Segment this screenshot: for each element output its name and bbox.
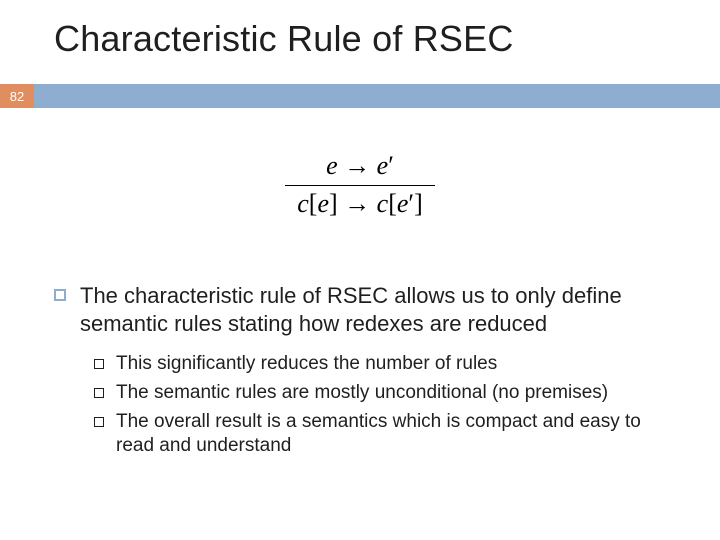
bullet-main-text: The characteristic rule of RSEC allows u… <box>80 282 684 338</box>
square-bullet-icon <box>94 388 104 398</box>
body-content: The characteristic rule of RSEC allows u… <box>54 282 684 463</box>
header-stripe-fill <box>34 84 720 108</box>
sub-bullet-text: This significantly reduces the number of… <box>116 352 497 377</box>
sub-bullet-text: The overall result is a semantics which … <box>116 410 684 459</box>
header-stripe: 82 <box>0 84 720 108</box>
slide: Characteristic Rule of RSEC 82 e → e′ c[… <box>0 0 720 540</box>
sub-bullet: The semantic rules are mostly unconditio… <box>94 381 684 406</box>
formula-fraction: e → e′ c[e] → c[e′] <box>285 152 435 218</box>
sub-bullet: This significantly reduces the number of… <box>94 352 684 377</box>
square-bullet-icon <box>94 417 104 427</box>
sub-bullet: The overall result is a semantics which … <box>94 410 684 459</box>
square-bullet-icon <box>94 359 104 369</box>
square-bullet-icon <box>54 289 66 301</box>
bullet-main: The characteristic rule of RSEC allows u… <box>54 282 684 338</box>
formula-premise: e → e′ <box>326 152 394 181</box>
slide-title: Characteristic Rule of RSEC <box>54 18 514 60</box>
sub-bullet-text: The semantic rules are mostly unconditio… <box>116 381 608 406</box>
formula-conclusion: c[e] → c[e′] <box>297 190 423 219</box>
inference-rule-formula: e → e′ c[e] → c[e′] <box>0 152 720 218</box>
sub-bullet-list: This significantly reduces the number of… <box>94 352 684 459</box>
page-number-badge: 82 <box>0 84 34 108</box>
formula-divider <box>285 185 435 186</box>
